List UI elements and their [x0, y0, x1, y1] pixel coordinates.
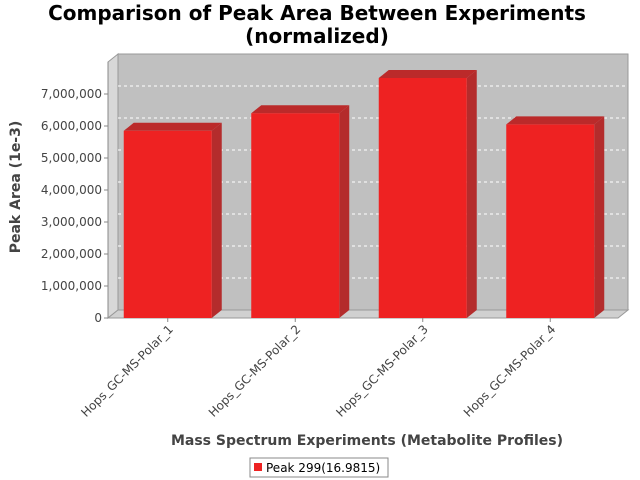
- legend-box: [249, 457, 389, 478]
- y-tick-label: 1,000,000: [41, 279, 102, 293]
- y-tick-label: 3,000,000: [41, 215, 102, 229]
- bar-side: [339, 105, 350, 318]
- y-tick-label: 2,000,000: [41, 247, 102, 261]
- x-axis-ticks: Hops_GC-MS-Polar_1 Hops_GC-MS-Polar_2 Hops…: [78, 318, 558, 420]
- bar-side: [211, 122, 222, 318]
- x-tick-label: Hops_GC-MS-Polar_3: [333, 322, 431, 420]
- y-axis-title: Peak Area (1e-3): [8, 121, 24, 254]
- bar-top: [123, 122, 222, 131]
- bar: [506, 116, 605, 319]
- bar-side: [466, 70, 477, 318]
- bars: [123, 70, 605, 319]
- y-tick-label: 7,000,000: [41, 87, 102, 101]
- bar-front: [123, 130, 212, 318]
- y-tick-label: 0: [94, 311, 102, 325]
- chart-title: Comparison of Peak Area Between Experime…: [48, 1, 586, 25]
- bar-top: [251, 105, 350, 114]
- plot-left-wall: [107, 52, 119, 320]
- bar-front: [506, 124, 595, 319]
- legend: Peak 299(16.9815): [249, 457, 389, 478]
- bar-top: [378, 70, 477, 78]
- bar-front: [378, 78, 467, 318]
- bar-side: [594, 116, 605, 319]
- legend-swatch: [254, 463, 262, 471]
- y-tick-label: 4,000,000: [41, 183, 102, 197]
- bar: [251, 105, 350, 318]
- x-tick-label: Hops_GC-MS-Polar_2: [206, 322, 304, 420]
- bar-front: [251, 113, 340, 318]
- bar-top: [506, 116, 605, 125]
- y-tick-label: 5,000,000: [41, 151, 102, 165]
- x-axis-title: Mass Spectrum Experiments (Metabolite Pr…: [171, 433, 563, 449]
- bar: [123, 122, 222, 318]
- legend-label: Peak 299(16.9815): [266, 461, 380, 475]
- bar: [378, 70, 477, 318]
- x-tick-label: Hops_GC-MS-Polar_1: [78, 322, 176, 420]
- chart-subtitle: (normalized): [245, 24, 389, 48]
- x-tick-label: Hops_GC-MS-Polar_4: [461, 322, 559, 420]
- y-axis-ticks: 0 1,000,000 2,000,000 3,000,000 4,000,000 5,0…: [41, 87, 108, 325]
- y-tick-label: 6,000,000: [41, 119, 102, 133]
